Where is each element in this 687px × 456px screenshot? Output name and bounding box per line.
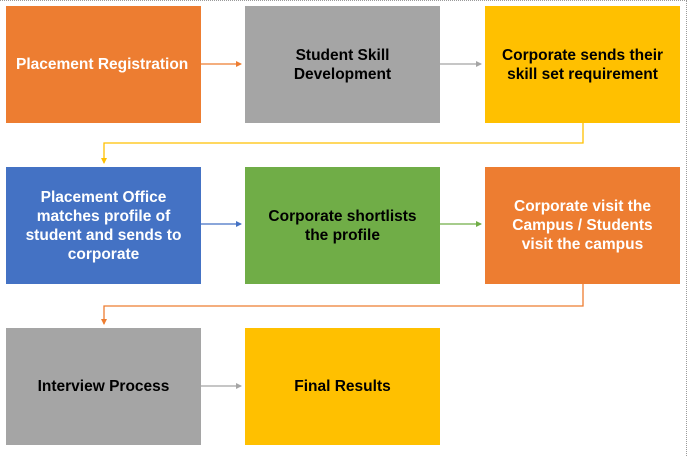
step-corporate-visit-campus: Corporate visit the Campus / Students vi…: [485, 167, 680, 284]
step-label: Interview Process: [37, 378, 170, 395]
step-placement-registration: Placement Registration: [6, 6, 201, 123]
step-corporate-shortlists: Corporate shortlists the profile: [245, 167, 440, 284]
step-label: Placement Registration: [16, 56, 189, 73]
step-corporate-sends-requirement: Corporate sends their skill set requirem…: [485, 6, 680, 123]
step-placement-office-matches: Placement Office matches profile of stud…: [6, 167, 201, 284]
step-label: Corporate visit the Campus / Students vi…: [512, 198, 653, 253]
step-label: Final Results: [294, 378, 391, 395]
step-label: Student Skill Development: [293, 46, 392, 83]
step-final-results: Final Results: [245, 328, 440, 445]
frame-top-border: [0, 0, 687, 1]
step-student-skill-development: Student Skill Development: [245, 6, 440, 123]
step-interview-process: Interview Process: [6, 328, 201, 445]
arrow-requirement-to-matching: [101, 123, 584, 164]
step-label: Corporate shortlists the profile: [268, 207, 417, 244]
step-label: Corporate sends their skill set requirem…: [501, 46, 664, 83]
arrow-visit-to-interview: [101, 284, 584, 325]
step-label: Placement Office matches profile of stud…: [25, 188, 182, 263]
